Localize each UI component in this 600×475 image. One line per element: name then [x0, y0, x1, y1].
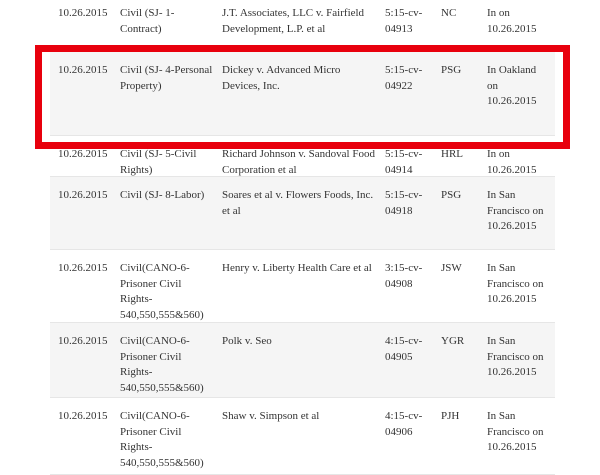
location: In on 10.26.2015	[487, 148, 537, 176]
case-type: Civil (SJ- 4-Personal Property)	[120, 64, 213, 92]
case-name: Dickey v. Advanced Micro Devices, Inc.	[222, 64, 341, 92]
judge: YGR	[441, 335, 465, 347]
location: In San Francisco on 10.26.2015	[487, 335, 544, 378]
case-table: 10.26.2015 Civil (SJ- 1-Contract) J.T. Ass…	[50, 0, 555, 475]
table-row: 10.26.2015 Civil(CANO-6-Prisoner Civil Ri…	[50, 323, 555, 398]
case-type: Civil(CANO-6-Prisoner Civil Rights-540,5…	[120, 410, 204, 469]
date: 10.26.2015	[58, 262, 108, 274]
case-number: 3:15-cv-04908	[385, 262, 423, 290]
location: In San Francisco on 10.26.2015	[487, 410, 544, 453]
case-type: Civil(CANO-6-Prisoner Civil Rights-540,5…	[120, 262, 204, 321]
case-name: Richard Johnson v. Sandoval Food Corpora…	[222, 148, 375, 176]
case-type: Civil(CANO-6-Prisoner Civil Rights-540,5…	[120, 335, 204, 394]
table-row: 10.26.2015 Civil(CANO-6-Prisoner Civil Ri…	[50, 250, 555, 323]
judge: PSG	[441, 189, 462, 201]
table-row: 10.26.2015 Civil (SJ- 1-Contract) J.T. Ass…	[50, 0, 555, 52]
date: 10.26.2015	[58, 410, 108, 422]
case-name: Polk v. Seo	[222, 335, 272, 347]
judge: JSW	[441, 262, 462, 274]
date: 10.26.2015	[58, 7, 108, 19]
case-type: Civil (SJ- 5-Civil Rights)	[120, 148, 197, 176]
date: 10.26.2015	[58, 148, 108, 160]
case-number: 5:15-cv-04922	[385, 64, 423, 92]
case-number: 4:15-cv-04905	[385, 335, 423, 363]
case-number: 5:15-cv-04914	[385, 148, 423, 176]
location: In on 10.26.2015	[487, 7, 537, 35]
date: 10.26.2015	[58, 64, 108, 76]
table-row: 10.26.2015 Civil (SJ- 5-Civil Rights) Rich…	[50, 136, 555, 177]
case-name: J.T. Associates, LLC v. Fairfield Develo…	[222, 7, 365, 35]
judge: PJH	[441, 410, 460, 422]
location: In Oakland on 10.26.2015	[487, 64, 537, 107]
case-number: 5:15-cv-04918	[385, 189, 423, 217]
case-number: 5:15-cv-04913	[385, 7, 423, 35]
judge: PSG	[441, 64, 462, 76]
table-row: 10.26.2015 Civil (SJ- 4-Personal Property…	[50, 52, 555, 136]
case-name: Shaw v. Simpson et al	[222, 410, 320, 422]
case-name: Soares et al v. Flowers Foods, Inc. et a…	[222, 189, 374, 217]
date: 10.26.2015	[58, 189, 108, 201]
case-number: 4:15-cv-04906	[385, 410, 423, 438]
table-row: 10.26.2015 Civil (SJ- 8-Labor) Soares et a…	[50, 177, 555, 250]
table-row: 10.26.2015 Civil(CANO-6-Prisoner Civil Ri…	[50, 398, 555, 475]
case-type: Civil (SJ- 1-Contract)	[120, 7, 175, 35]
judge: NC	[441, 7, 457, 19]
location: In San Francisco on 10.26.2015	[487, 189, 544, 232]
location: In San Francisco on 10.26.2015	[487, 262, 544, 305]
judge: HRL	[441, 148, 463, 160]
case-type: Civil (SJ- 8-Labor)	[120, 189, 205, 201]
date: 10.26.2015	[58, 335, 108, 347]
case-name: Henry v. Liberty Health Care et al	[222, 262, 372, 274]
